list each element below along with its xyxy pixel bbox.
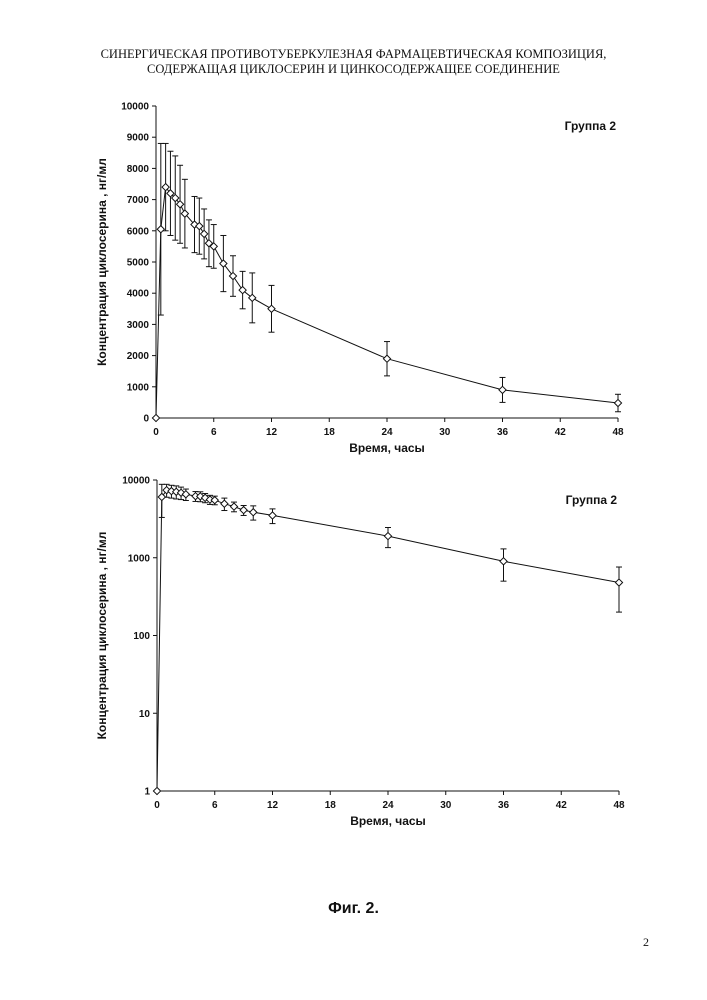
y-tick-label: 2000	[127, 351, 150, 362]
y-tick-label: 1000	[128, 553, 151, 564]
series-line	[155, 185, 619, 419]
x-tick-label: 18	[325, 800, 337, 811]
data-point-marker	[181, 489, 191, 499]
data-point-marker	[204, 238, 214, 248]
y-tick-label: 6000	[127, 226, 150, 237]
y-tick-label: 0	[143, 414, 149, 425]
x-axis-label: Время, часы	[349, 441, 425, 455]
x-tick-label: 48	[613, 800, 625, 811]
data-point-marker	[195, 221, 204, 231]
x-tick-label: 30	[439, 427, 451, 438]
y-tick-label: 1	[144, 787, 150, 798]
data-point-marker	[382, 354, 392, 364]
data-point-marker	[199, 229, 209, 239]
x-tick-label: 0	[153, 427, 159, 438]
figure-caption: Фиг. 2.	[328, 900, 379, 917]
data-point-marker	[170, 193, 180, 203]
y-axis-label: Концентрация циклосерина , нг/мл	[95, 532, 109, 740]
data-point-marker	[238, 285, 247, 295]
data-point-marker	[383, 531, 393, 541]
x-tick-label: 6	[212, 800, 218, 811]
data-point-marker	[151, 413, 161, 423]
data-point-marker	[248, 507, 258, 517]
data-point-marker	[180, 209, 190, 218]
document-header: СИНЕРГИЧЕСКАЯ ПРОТИВОТУБЕРКУЛЕЗНАЯ ФАРМА…	[0, 47, 707, 77]
page-number: 2	[643, 935, 649, 949]
chart-annotation: Группа 2	[565, 119, 617, 133]
data-point-marker	[196, 492, 205, 501]
y-tick-label: 9000	[127, 133, 150, 144]
x-tick-label: 30	[440, 800, 452, 811]
log-concentration-chart: 1 10 100 1000 10000 0 6 12 18 24 30 36 42 48 Время, ча…	[95, 476, 625, 829]
data-point-marker	[498, 385, 507, 395]
y-tick-label: 100	[133, 631, 150, 642]
data-point-marker	[239, 505, 248, 515]
data-point-marker	[220, 499, 229, 509]
data-point-marker	[228, 271, 238, 281]
x-tick-label: 48	[612, 427, 624, 438]
chart-annotation: Группа 2	[566, 493, 618, 507]
data-point-marker	[166, 189, 175, 198]
data-point-marker	[167, 486, 176, 496]
data-point-marker	[156, 224, 166, 234]
data-point-marker	[268, 511, 277, 520]
linear-concentration-chart: 0 1000 2000 3000 4000 5000 6000 7000 8000 9000 100…	[95, 102, 624, 456]
data-point-marker	[614, 578, 624, 587]
y-tick-label: 7000	[127, 195, 150, 206]
x-tick-label: 42	[555, 427, 567, 438]
data-point-marker	[219, 259, 228, 268]
data-point-marker	[229, 502, 239, 511]
data-point-marker	[157, 492, 167, 502]
data-point-marker	[209, 242, 219, 251]
data-point-marker	[499, 557, 508, 566]
header-line-2: СОДЕРЖАЩАЯ ЦИКЛОСЕРИН И ЦИНКОСОДЕРЖАЩЕЕ …	[147, 62, 560, 76]
data-point-marker	[210, 495, 220, 505]
y-axis-label: Концентрация циклосерина , нг/мл	[95, 158, 109, 366]
data-point-marker	[267, 304, 276, 314]
data-point-marker	[247, 293, 257, 303]
y-tick-label: 1000	[127, 382, 150, 393]
x-tick-label: 24	[382, 800, 394, 811]
y-tick-label: 8000	[127, 164, 150, 175]
header-line-1: СИНЕРГИЧЕСКАЯ ПРОТИВОТУБЕРКУЛЕЗНАЯ ФАРМА…	[100, 47, 607, 61]
x-tick-label: 6	[211, 427, 217, 438]
data-point-marker	[161, 182, 170, 192]
x-tick-label: 24	[381, 427, 393, 438]
x-tick-label: 0	[154, 800, 160, 811]
data-point-marker	[175, 199, 185, 209]
x-tick-label: 18	[324, 427, 336, 438]
x-tick-label: 36	[497, 427, 509, 438]
y-tick-label: 10	[139, 709, 151, 720]
y-tick-label: 4000	[127, 289, 150, 300]
x-tick-label: 36	[498, 800, 510, 811]
y-tick-label: 10000	[122, 476, 150, 487]
y-tick-label: 5000	[127, 258, 150, 269]
y-tick-label: 3000	[127, 320, 150, 331]
x-tick-label: 12	[267, 800, 279, 811]
y-tick-label: 10000	[121, 102, 149, 113]
x-tick-label: 12	[266, 427, 278, 438]
data-point-marker	[152, 786, 162, 796]
data-point-marker	[613, 398, 623, 408]
x-axis-label: Время, часы	[350, 814, 426, 828]
x-tick-label: 42	[556, 800, 568, 811]
